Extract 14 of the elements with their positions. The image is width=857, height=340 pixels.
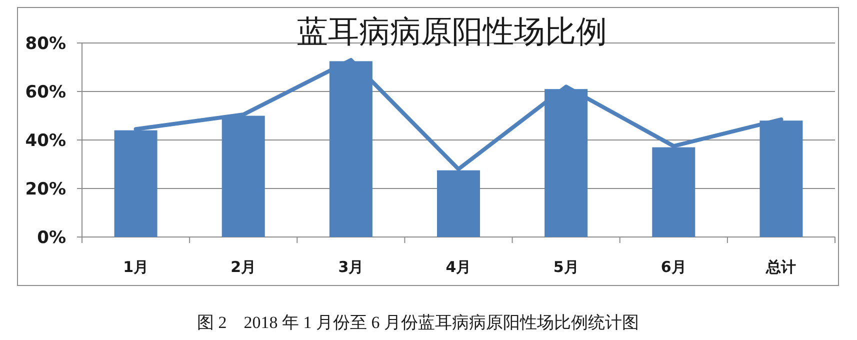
x-tick-label: 总计 bbox=[765, 258, 796, 276]
x-tick-label: 6月 bbox=[660, 258, 686, 276]
y-tick-label: 60% bbox=[25, 82, 66, 102]
x-tick-label: 2月 bbox=[230, 258, 256, 276]
chart-title: 蓝耳病病原阳性场比例 bbox=[297, 14, 607, 49]
caption: 图 2 2018 年 1 月份至 6 月份蓝耳病病原阳性场比例统计图 bbox=[197, 313, 639, 332]
x-tick-label: 3月 bbox=[338, 258, 364, 276]
y-tick-label: 0% bbox=[37, 228, 66, 248]
x-tick-label: 5月 bbox=[553, 258, 579, 276]
y-tick-label: 20% bbox=[25, 180, 66, 200]
x-tick-label: 4月 bbox=[446, 258, 472, 276]
y-tick-label: 80% bbox=[25, 34, 66, 54]
x-tick-label: 1月 bbox=[123, 258, 149, 276]
y-tick-label: 40% bbox=[25, 131, 66, 151]
